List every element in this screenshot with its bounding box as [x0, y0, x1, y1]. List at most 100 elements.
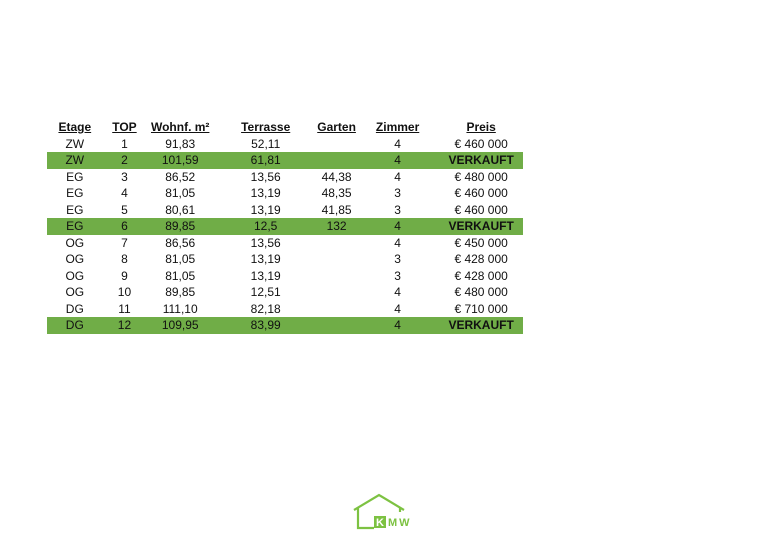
cell-etage: DG: [47, 317, 103, 334]
cell-terrasse: 13,19: [250, 186, 281, 200]
cell-terrasse: 52,11: [251, 136, 281, 151]
svg-text:K: K: [376, 517, 384, 529]
cell-terrasse: 61,81: [214, 152, 318, 169]
header-zimmer: Zimmer: [375, 120, 420, 134]
cell-zimmer: 4: [394, 235, 401, 250]
apartment-price-table: Etage TOP Wohnf. m² Terrasse Garten Zimm…: [47, 119, 523, 334]
cell-etage: EG: [47, 218, 103, 235]
cell-wohnflaeche: 81,05: [165, 268, 196, 283]
cell-garten: [317, 152, 356, 169]
cell-wohnflaeche: 89,85: [165, 285, 196, 299]
table-row: EG 3 86,52 13,56 44,38 4 € 480 000: [47, 169, 523, 186]
cell-etage: EG: [66, 169, 84, 184]
header-preis: Preis: [466, 120, 496, 134]
cell-preis: € 480 000: [454, 285, 508, 299]
cell-etage: ZW: [47, 152, 103, 169]
table-row: ZW 1 91,83 52,11 4 € 460 000: [47, 136, 523, 153]
cell-etage: DG: [65, 301, 84, 316]
table-row: DG 11 111,10 82,18 4 € 710 000: [47, 301, 523, 318]
cell-wohnflaeche: 111,10: [162, 301, 198, 316]
table-header-row: Etage TOP Wohnf. m² Terrasse Garten Zimm…: [47, 119, 523, 136]
cell-preis: VERKAUFT: [439, 152, 523, 169]
cell-zimmer: 4: [355, 218, 440, 235]
cell-garten: [317, 235, 356, 252]
table-row: OG 10 89,85 12,51 4 € 480 000: [47, 284, 523, 301]
cell-top: 11: [118, 301, 131, 316]
table-row: OG 8 81,05 13,19 3 € 428 000: [47, 251, 523, 268]
cell-preis: € 460 000: [454, 186, 508, 200]
cell-zimmer: 4: [394, 285, 401, 299]
cell-zimmer: 4: [394, 136, 401, 151]
cell-top: 9: [121, 268, 128, 283]
cell-etage: OG: [65, 252, 85, 266]
header-top: TOP: [112, 120, 137, 134]
cell-preis: € 480 000: [454, 169, 508, 184]
cell-zimmer: 4: [355, 152, 440, 169]
cell-etage: OG: [65, 285, 85, 299]
table-row: OG 9 81,05 13,19 3 € 428 000: [47, 268, 523, 285]
cell-zimmer: 4: [394, 169, 401, 184]
cell-preis: € 428 000: [454, 268, 508, 283]
cell-terrasse: 13,19: [250, 268, 281, 283]
header-terrasse: Terrasse: [241, 120, 291, 134]
cell-garten: 44,38: [321, 169, 352, 184]
cell-garten: 48,35: [321, 186, 352, 200]
cell-top: 6: [102, 218, 147, 235]
table-row-sold: DG 12 109,95 83,99 4 VERKAUFT: [47, 317, 523, 334]
cell-wohnflaeche: 91,83: [165, 136, 196, 151]
table-row-sold: EG 6 89,85 12,5 132 4 VERKAUFT: [47, 218, 523, 235]
cell-zimmer: 3: [394, 186, 401, 200]
cell-terrasse: 82,18: [250, 301, 281, 316]
header-etage: Etage: [58, 120, 92, 134]
cell-top: 10: [117, 285, 132, 299]
cell-terrasse: 13,56: [250, 169, 281, 184]
cell-wohnflaeche: 86,52: [165, 169, 196, 184]
cell-garten: [317, 251, 356, 268]
cell-garten: [317, 136, 356, 153]
cell-etage: OG: [65, 235, 85, 250]
cell-preis: VERKAUFT: [439, 218, 523, 235]
cell-etage: EG: [66, 186, 84, 200]
cell-preis: € 450 000: [454, 235, 508, 250]
header-garten: Garten: [317, 120, 356, 134]
cell-etage: ZW: [65, 136, 85, 151]
cell-garten: 41,85: [321, 202, 352, 217]
cell-preis: € 428 000: [454, 252, 508, 266]
cell-preis: € 460 000: [454, 202, 508, 217]
cell-wohnflaeche: 86,56: [165, 235, 196, 250]
cell-top: 1: [121, 136, 128, 151]
table-row: EG 5 80,61 13,19 41,85 3 € 460 000: [47, 202, 523, 219]
cell-top: 8: [121, 252, 128, 266]
cell-zimmer: 3: [394, 252, 401, 266]
cell-top: 3: [121, 169, 128, 184]
cell-garten: [317, 301, 356, 318]
cell-preis: € 460 000: [454, 136, 508, 151]
table-row-sold: ZW 2 101,59 61,81 4 VERKAUFT: [47, 152, 523, 169]
cell-top: 5: [121, 202, 128, 217]
cell-zimmer: 4: [394, 301, 401, 316]
table-row: OG 7 86,56 13,56 4 € 450 000: [47, 235, 523, 252]
cell-etage: OG: [65, 268, 85, 283]
cell-wohnflaeche: 80,61: [165, 202, 196, 217]
cell-top: 4: [121, 186, 128, 200]
cell-wohnflaeche: 89,85: [146, 218, 215, 235]
cell-top: 12: [102, 317, 147, 334]
cell-garten: [317, 284, 356, 301]
cell-zimmer: 4: [355, 317, 440, 334]
cell-preis: VERKAUFT: [439, 317, 523, 334]
cell-terrasse: 12,5: [214, 218, 318, 235]
cell-terrasse: 13,56: [250, 235, 281, 250]
cell-wohnflaeche: 101,59: [146, 152, 215, 169]
table-row: EG 4 81,05 13,19 48,35 3 € 460 000: [47, 185, 523, 202]
cell-top: 2: [102, 152, 147, 169]
cell-terrasse: 12,51: [250, 285, 281, 299]
svg-text:MW: MW: [388, 517, 412, 529]
cell-preis: € 710 000: [454, 301, 508, 316]
cell-zimmer: 3: [394, 268, 401, 283]
cell-garten: 132: [317, 218, 356, 235]
cell-wohnflaeche: 81,05: [165, 186, 196, 200]
cell-garten: [317, 317, 356, 334]
kmw-logo: K MW: [353, 493, 412, 530]
cell-terrasse: 13,19: [250, 202, 281, 217]
cell-top: 7: [121, 235, 128, 250]
